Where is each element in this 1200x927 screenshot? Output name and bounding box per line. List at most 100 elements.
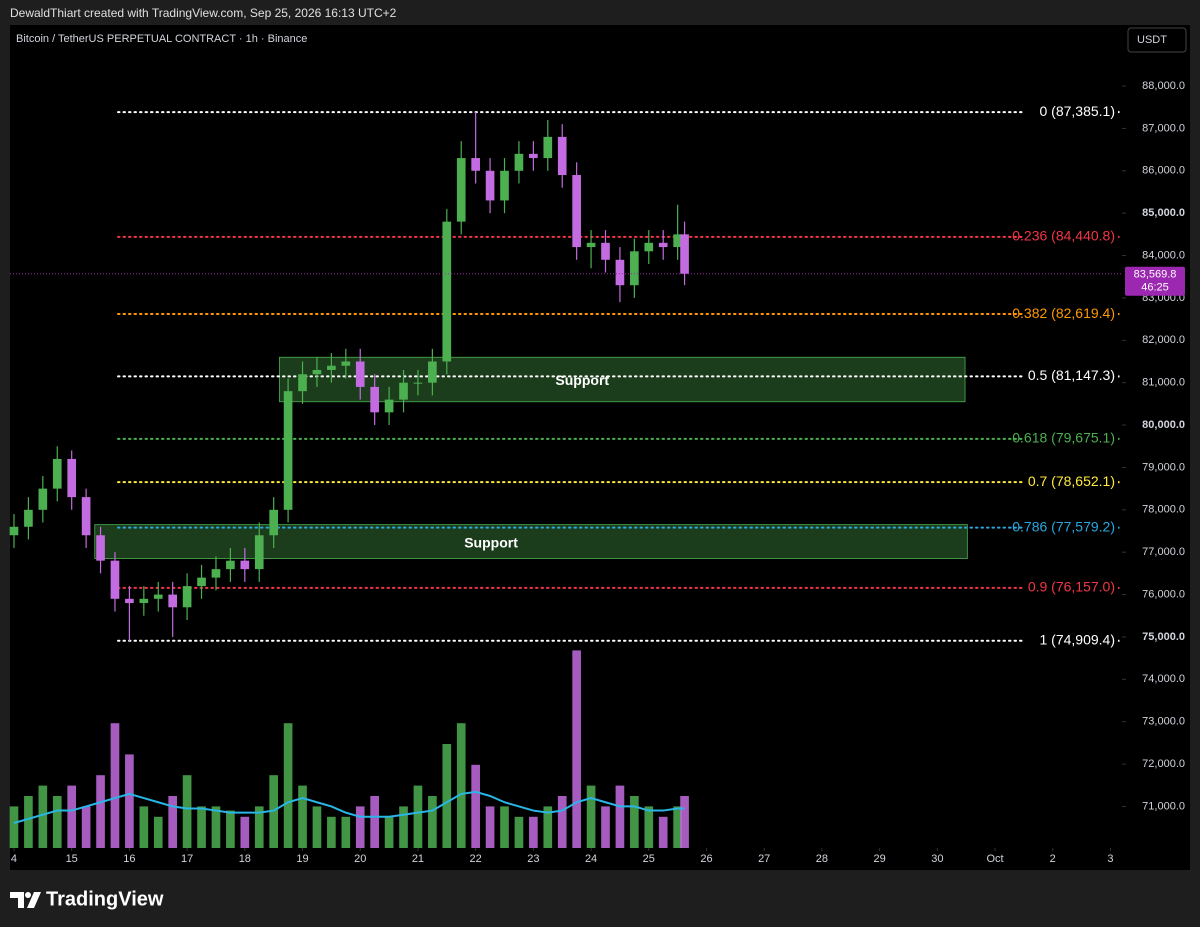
candle-body	[355, 361, 365, 387]
y-tick-label: 73,000.0	[1142, 716, 1185, 728]
volume-bar	[168, 796, 178, 848]
volume-bar	[283, 723, 293, 848]
volume-bar	[182, 775, 192, 848]
volume-bar	[529, 816, 538, 848]
candle-body	[601, 242, 610, 260]
volume-bar	[96, 775, 105, 848]
volume-bar	[658, 816, 668, 848]
y-tick-label: 76,000.0	[1142, 588, 1185, 600]
y-tick-label: 84,000.0	[1142, 249, 1185, 261]
y-tick-label: 88,000.0	[1142, 80, 1185, 92]
volume-bar	[153, 816, 163, 848]
candle-body	[298, 374, 307, 392]
candle-body	[399, 382, 408, 400]
volume-bar	[355, 806, 365, 848]
candle-body	[139, 598, 149, 604]
x-tick-label: 22	[470, 853, 482, 865]
x-tick-label: 2	[1050, 853, 1056, 865]
volume-bar	[572, 650, 581, 848]
candle-body	[283, 391, 293, 510]
volume-bar	[471, 764, 480, 848]
zone-label: Support	[464, 534, 518, 550]
candle-body	[125, 598, 134, 604]
candle-body	[341, 361, 351, 366]
candle-body	[485, 170, 495, 201]
x-tick-label: Oct	[986, 853, 1003, 865]
x-tick-label: 18	[239, 853, 251, 865]
logo	[10, 892, 41, 908]
candle-body	[658, 242, 668, 248]
x-tick-label: 28	[816, 853, 828, 865]
candle-body	[586, 242, 596, 248]
y-tick-label: 71,000.0	[1142, 800, 1185, 812]
candle-body	[384, 399, 394, 413]
volume-bar	[38, 785, 48, 848]
fib-label: 0 (87,385.1)	[1040, 103, 1116, 119]
candle-body	[197, 577, 206, 587]
support-zone	[94, 524, 968, 559]
y-tick-label: 72,000.0	[1142, 758, 1185, 770]
candle-body	[413, 382, 423, 384]
volume-bar	[601, 806, 610, 848]
volume-bar	[211, 806, 221, 848]
volume-bar	[327, 816, 336, 848]
currency-box[interactable]	[1127, 27, 1187, 53]
fib-label: 0.382 (82,619.4)	[1012, 305, 1115, 321]
candle-body	[182, 586, 192, 608]
y-tick-label: 75,000.0	[1142, 631, 1185, 643]
volume-bar	[139, 806, 149, 848]
x-tick-label: 15	[66, 853, 78, 865]
volume-bar	[399, 806, 408, 848]
fib-label: 0.786 (77,579.2)	[1012, 518, 1115, 534]
volume-bar	[413, 785, 423, 848]
y-tick-label: 74,000.0	[1142, 673, 1185, 685]
x-tick-label: 16	[123, 853, 135, 865]
x-tick-label: 20	[354, 853, 366, 865]
candle-body	[543, 136, 553, 159]
candle-body	[211, 569, 221, 578]
y-tick-label: 78,000.0	[1142, 504, 1185, 516]
support-zone	[279, 356, 966, 403]
volume-ma	[13, 790, 685, 825]
candle-body	[557, 136, 567, 176]
footer-bg	[0, 870, 1200, 927]
volume-bar	[543, 806, 553, 848]
candle-body	[67, 458, 77, 498]
volume-bar	[615, 785, 625, 848]
chart-title: Bitcoin / TetherUS PERPETUAL CONTRACT · …	[16, 33, 307, 45]
x-tick-label: 29	[873, 853, 885, 865]
volume-bar	[226, 810, 235, 848]
currency[interactable]: USDT	[1137, 34, 1167, 46]
last-price-box	[1125, 266, 1185, 296]
candle-body	[81, 497, 91, 536]
volume-bar	[125, 754, 134, 848]
candle-body	[96, 535, 105, 561]
x-tick-label: 30	[931, 853, 943, 865]
x-tick-label: 21	[412, 853, 424, 865]
candle-body	[673, 234, 682, 248]
fib-label: 0.618 (79,675.1)	[1012, 430, 1115, 446]
y-tick-label: 85,000.0	[1142, 207, 1185, 219]
candle-body	[168, 594, 178, 608]
volume-bar	[630, 796, 639, 848]
volume-bar	[586, 785, 596, 848]
y-tick-label: 81,000.0	[1142, 377, 1185, 389]
volume-bar	[514, 816, 524, 848]
volume-bar	[456, 723, 466, 848]
candle-body	[471, 158, 480, 171]
volume-bar	[341, 816, 351, 848]
volume-bar	[384, 816, 394, 848]
fib-label: 0.9 (76,157.0)	[1028, 579, 1115, 595]
volume-bar	[442, 744, 452, 848]
last-price-label: 83,569.8	[1134, 269, 1177, 281]
volume-bar	[500, 806, 509, 848]
candle-body	[24, 509, 33, 527]
candle-body	[254, 535, 264, 570]
candle-body	[456, 158, 466, 222]
header-bar: DewaldThiart created with TradingView.co…	[0, 0, 1200, 25]
volume-bar	[312, 806, 322, 848]
volume-bar	[254, 806, 264, 848]
x-tick-label: 17	[181, 853, 193, 865]
volume-bar	[298, 785, 307, 848]
candle-body	[630, 251, 639, 286]
